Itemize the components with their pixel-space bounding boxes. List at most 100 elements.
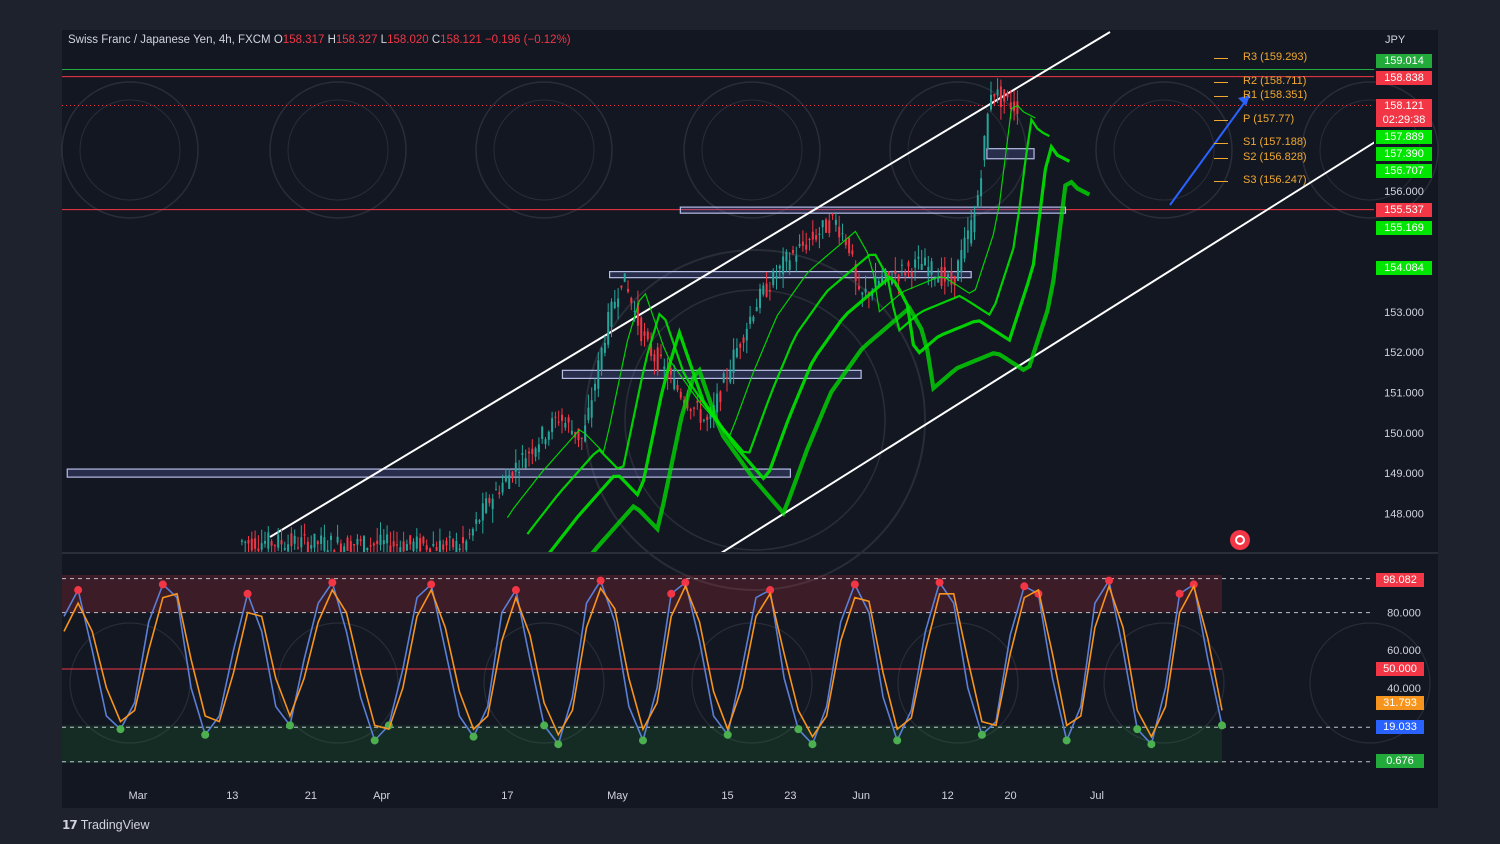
stoch-overbought-dot	[74, 586, 83, 595]
candle-body	[415, 536, 418, 549]
candle-body	[801, 241, 804, 246]
stoch-oversold-dot	[370, 736, 379, 745]
candle-body	[320, 535, 323, 544]
candle-body	[848, 237, 851, 254]
support-resistance-zone	[561, 369, 862, 379]
candle-body	[399, 547, 402, 552]
candle-body	[442, 544, 445, 550]
candle-body	[904, 272, 907, 276]
candle-body	[429, 548, 431, 552]
candle-body	[699, 409, 702, 423]
oscillator-axis[interactable]: 80.000 60.000 40.000	[1387, 608, 1421, 695]
osc-tick-label: 40.000	[1387, 683, 1421, 695]
time-tick-label: 23	[784, 790, 796, 802]
symbol-legend[interactable]: Swiss Franc / Japanese Yen, 4h, FXCM O 15…	[68, 34, 571, 46]
candle-body	[811, 231, 814, 240]
close-value: 158.121	[440, 34, 482, 46]
tradingview-brand[interactable]: 𝟭𝟳 TradingView	[62, 818, 150, 832]
candle-body	[917, 256, 920, 259]
open-label: O	[273, 34, 283, 46]
candle-body	[587, 407, 590, 421]
candle-body	[749, 316, 752, 324]
seal-ring	[269, 81, 407, 219]
candle-body	[815, 235, 818, 240]
chart-frame	[62, 30, 1438, 808]
candle-body	[363, 536, 365, 552]
candle-body	[353, 544, 356, 546]
candle-body	[386, 534, 389, 544]
seal-ring-inner	[287, 99, 389, 201]
price-tick-label: 153.000	[1384, 307, 1424, 319]
stoch-overbought-dot	[766, 586, 775, 595]
candle-body	[287, 544, 290, 552]
candle-body	[448, 536, 451, 538]
price-axis[interactable]: 156.000 153.000 152.000 151.000 150.000 149.0…	[1384, 186, 1424, 520]
stoch-overbought-dot	[850, 580, 859, 589]
candle-body	[508, 474, 511, 489]
candle-body	[897, 275, 900, 282]
candle-body	[240, 540, 243, 542]
candle-body	[600, 347, 603, 370]
candle-body	[376, 540, 379, 545]
ema-line	[506, 104, 1036, 519]
candle-body	[874, 276, 877, 288]
candle-body	[759, 288, 761, 308]
candle-body	[950, 271, 953, 285]
record-icon	[1235, 535, 1245, 545]
price-pane[interactable]	[62, 31, 1375, 585]
candle-body	[957, 260, 959, 281]
low-value: 158.020	[387, 34, 429, 46]
stoch-oversold-dot	[469, 732, 478, 741]
brand-name: TradingView	[80, 818, 150, 832]
stoch-overbought-dot	[1175, 589, 1184, 598]
stoch-oversold-dot	[116, 725, 125, 734]
currency-label[interactable]: JPY	[1385, 34, 1406, 46]
stoch-oversold-dot	[893, 736, 902, 745]
seal-ring	[475, 81, 613, 219]
candle-body	[264, 541, 266, 544]
stoch-oversold-dot	[554, 740, 563, 749]
candle-body	[528, 451, 530, 454]
price-tick-label: 149.000	[1384, 468, 1424, 480]
candle-body	[290, 533, 293, 547]
stoch-oversold-dot	[540, 721, 549, 730]
tradingview-logo-icon: 𝟭𝟳	[62, 818, 78, 832]
ema-line	[526, 116, 1050, 535]
seal-ring	[691, 622, 813, 744]
candle-body	[976, 195, 979, 208]
candle-body	[729, 370, 732, 383]
candle-body	[412, 541, 415, 552]
record-button[interactable]	[1230, 530, 1250, 550]
candle-body	[343, 546, 346, 552]
candle-body	[775, 276, 778, 279]
stoch-overbought-dot	[328, 578, 337, 587]
stoch-overbought-dot	[158, 580, 167, 589]
pivot-label: R2 (158.711)	[1243, 74, 1307, 87]
candle-body	[947, 274, 950, 279]
candle-body	[273, 545, 276, 547]
osc-tag: 19.033	[1376, 720, 1424, 734]
high-label: H	[327, 34, 336, 46]
stoch-oversold-dot	[1133, 725, 1142, 734]
candle-body	[547, 431, 550, 440]
stoch-oversold-dot	[639, 736, 647, 745]
candle-body	[438, 540, 441, 552]
symbol-name[interactable]: Swiss Franc / Japanese Yen, 4h, FXCM	[68, 34, 271, 46]
candle-body	[511, 472, 514, 479]
candle-body	[983, 136, 986, 161]
time-tick-label: Mar	[129, 790, 148, 802]
candle-body	[382, 540, 385, 545]
candle-body	[316, 541, 319, 545]
pivot-label: P (157.77)	[1243, 112, 1295, 125]
candle-body	[455, 540, 458, 552]
candle-body	[531, 448, 534, 455]
stochastic-pane[interactable]	[62, 575, 1374, 763]
candle-body	[772, 270, 775, 286]
candle-body	[669, 368, 672, 375]
time-axis[interactable]: Mar 13 21 Apr 17 May 15 23 Jun 12 20 Jul	[129, 790, 1104, 802]
seal-ring-inner	[907, 99, 1009, 201]
candle-body	[389, 545, 392, 552]
channel-lower-line	[720, 141, 1374, 552]
candle-body	[333, 549, 336, 552]
